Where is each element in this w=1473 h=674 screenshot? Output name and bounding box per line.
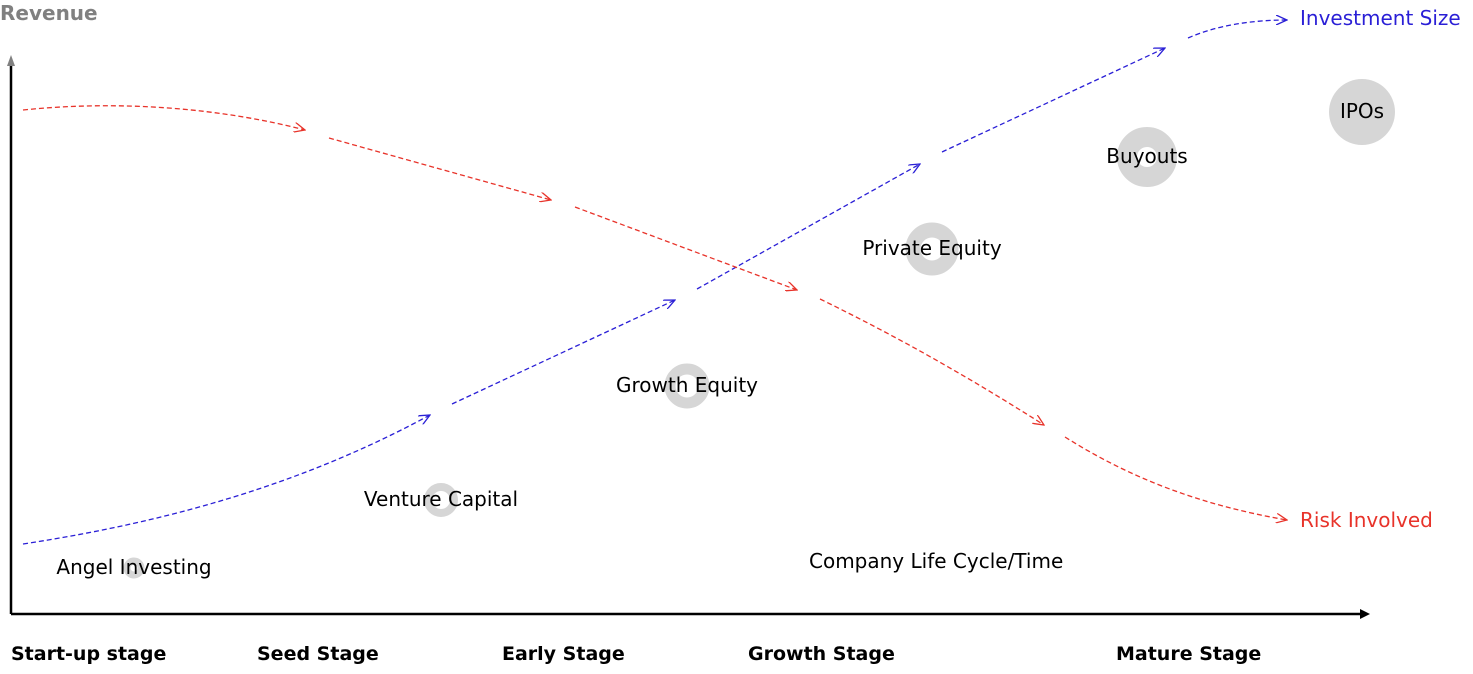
private-equity-label: Private Equity xyxy=(862,236,1001,260)
stage-label-early: Early Stage xyxy=(502,643,625,665)
risk-segment xyxy=(22,105,305,130)
buyouts-label: Buyouts xyxy=(1106,144,1187,168)
growth-equity-node xyxy=(664,363,710,409)
risk-segment xyxy=(574,206,797,290)
venture-capital-node xyxy=(424,483,458,517)
risk-segment xyxy=(1064,436,1287,520)
node-labels: Angel Investing Venture Capital Growth E… xyxy=(56,99,1384,579)
venture-capital-label: Venture Capital xyxy=(364,487,518,511)
investment-segment xyxy=(941,48,1165,153)
buyouts-node xyxy=(1117,127,1177,187)
stage-label-startup: Start-up stage xyxy=(11,643,166,665)
x-axis-arrow-icon xyxy=(1360,609,1370,619)
risk-involved-curve xyxy=(22,105,1287,520)
investment-nodes xyxy=(123,79,1395,579)
risk-segment xyxy=(328,137,551,200)
private-equity-node xyxy=(905,222,959,276)
angel-investing-node xyxy=(123,557,145,579)
y-axis-arrow-icon xyxy=(7,55,15,66)
ipos-label: IPOs xyxy=(1340,99,1384,123)
investment-size-label: Investment Size xyxy=(1300,6,1461,30)
stage-label-mature: Mature Stage xyxy=(1116,643,1261,665)
ipos-node xyxy=(1329,79,1395,145)
risk-involved-label: Risk Involved xyxy=(1300,508,1433,532)
y-axis-title: Revenue xyxy=(0,1,98,25)
investment-segment xyxy=(451,300,675,405)
risk-segment xyxy=(819,298,1044,425)
stage-label-seed: Seed Stage xyxy=(257,643,379,665)
investment-segment xyxy=(1187,20,1287,39)
stage-labels: Start-up stage Seed Stage Early Stage Gr… xyxy=(11,643,1261,665)
investment-size-curve xyxy=(22,20,1287,545)
angel-investing-label: Angel Investing xyxy=(56,555,211,579)
x-axis-title: Company Life Cycle/Time xyxy=(809,549,1063,573)
investment-segment xyxy=(22,415,430,545)
stage-label-growth: Growth Stage xyxy=(748,643,895,665)
growth-equity-label: Growth Equity xyxy=(616,373,758,397)
axes xyxy=(7,55,1370,619)
investment-segment xyxy=(696,164,920,290)
